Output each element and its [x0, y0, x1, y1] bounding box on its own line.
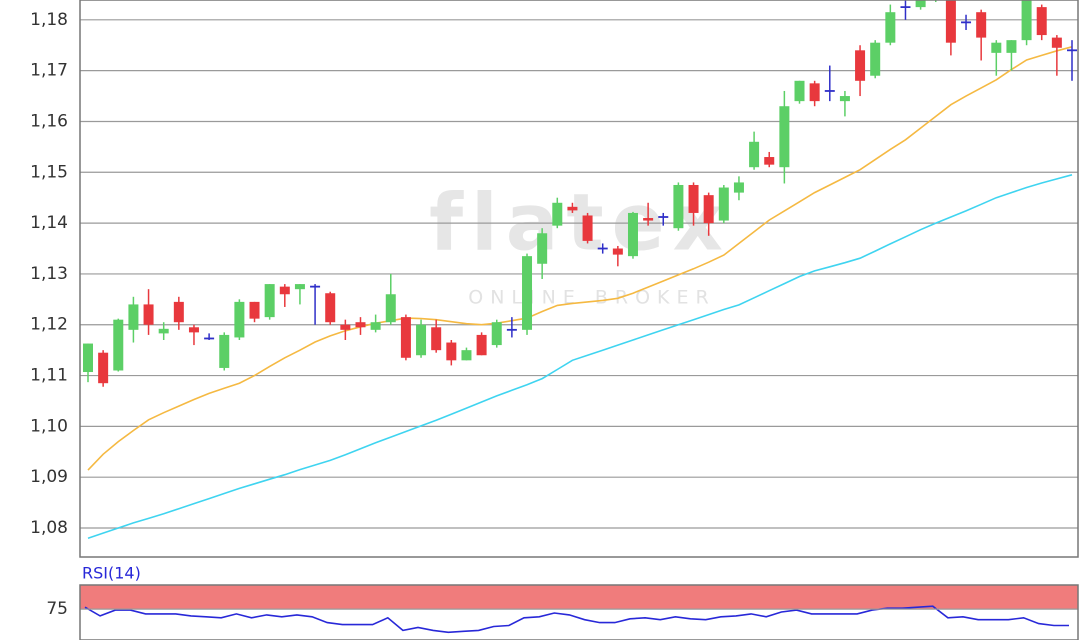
- candle-body: [764, 157, 775, 165]
- y-tick-label: 1,18: [30, 10, 68, 30]
- candle-body: [98, 352, 109, 384]
- candle-body: [294, 284, 305, 290]
- candle-body: [522, 256, 533, 330]
- candle-body: [128, 304, 139, 330]
- candle-body: [567, 206, 578, 211]
- candle-body: [749, 141, 760, 168]
- candle-body: [355, 322, 366, 328]
- candle-body: [325, 293, 336, 323]
- candle-body: [643, 218, 654, 221]
- candle-body: [461, 350, 472, 361]
- candle-body: [718, 187, 729, 221]
- y-tick-label: 1,13: [30, 264, 68, 284]
- candle-body: [113, 319, 124, 371]
- candle-body: [340, 324, 351, 330]
- candle-body: [219, 334, 230, 368]
- candle-body: [188, 327, 199, 333]
- candle-body: [416, 324, 427, 356]
- candle-body: [945, 0, 956, 43]
- candle-body: [976, 12, 987, 38]
- candle-body: [446, 342, 457, 361]
- candle-body: [249, 301, 260, 319]
- candle-body: [733, 182, 744, 193]
- candle-body: [627, 212, 638, 257]
- candle-body: [173, 301, 184, 323]
- overbought-band: [80, 585, 1078, 610]
- y-tick-label: 1,15: [30, 162, 68, 182]
- y-tick-label: 1,11: [30, 366, 68, 386]
- rsi-title: RSI(14): [82, 564, 141, 583]
- y-tick-label: 1,14: [30, 213, 68, 233]
- y-tick-label: 1,16: [30, 111, 68, 131]
- candle-body: [1006, 40, 1017, 53]
- plot-area: [80, 585, 1078, 634]
- panel-border: [79, 584, 1079, 640]
- candle-body: [370, 322, 381, 330]
- watermark-tagline: ONLINE BROKER: [468, 287, 715, 309]
- candle-body: [83, 343, 93, 373]
- y-tick-label: 1,17: [30, 61, 68, 81]
- candle-body: [234, 301, 245, 338]
- candle-body: [915, 0, 926, 8]
- moving-average-line: [87, 174, 1073, 539]
- candle-body: [855, 50, 866, 81]
- candle-body: [476, 334, 487, 356]
- candle-body: [794, 80, 805, 102]
- candle-body: [158, 328, 169, 334]
- rsi-line: [84, 605, 1069, 634]
- candle-body: [1021, 0, 1032, 41]
- y-tick-label: 1,12: [30, 315, 68, 335]
- candle-body: [612, 248, 623, 255]
- y-tick-label: 1,08: [30, 518, 68, 538]
- candle-body: [688, 184, 699, 213]
- candle-body: [673, 184, 684, 229]
- candle-body: [839, 96, 850, 102]
- candle-body: [1051, 37, 1062, 48]
- watermark: flatex ONLINE BROKER: [429, 178, 723, 309]
- panel-border: [79, 0, 1079, 558]
- candle-body: [582, 215, 593, 241]
- candle-body: [809, 83, 820, 102]
- candle-body: [885, 12, 896, 43]
- candle-body: [552, 202, 563, 226]
- candle-body: [870, 42, 881, 76]
- candle-body: [537, 233, 548, 264]
- candle-body: [385, 294, 396, 323]
- candle-body: [264, 284, 275, 318]
- candle-body: [491, 322, 502, 346]
- candle-body: [1036, 7, 1047, 36]
- candle-body: [431, 327, 442, 351]
- plot-area: [80, 0, 1078, 539]
- candle-body: [991, 42, 1002, 53]
- y-tick-label: 1,10: [30, 416, 68, 436]
- y-tick-label: 1,09: [30, 467, 68, 487]
- y-tick-label: 75: [46, 599, 68, 619]
- candle-body: [400, 317, 411, 358]
- candle-body: [279, 286, 290, 295]
- candle-body: [703, 195, 714, 224]
- moving-average-line: [87, 46, 1073, 471]
- candle-body: [143, 304, 154, 325]
- candle-body: [779, 106, 790, 168]
